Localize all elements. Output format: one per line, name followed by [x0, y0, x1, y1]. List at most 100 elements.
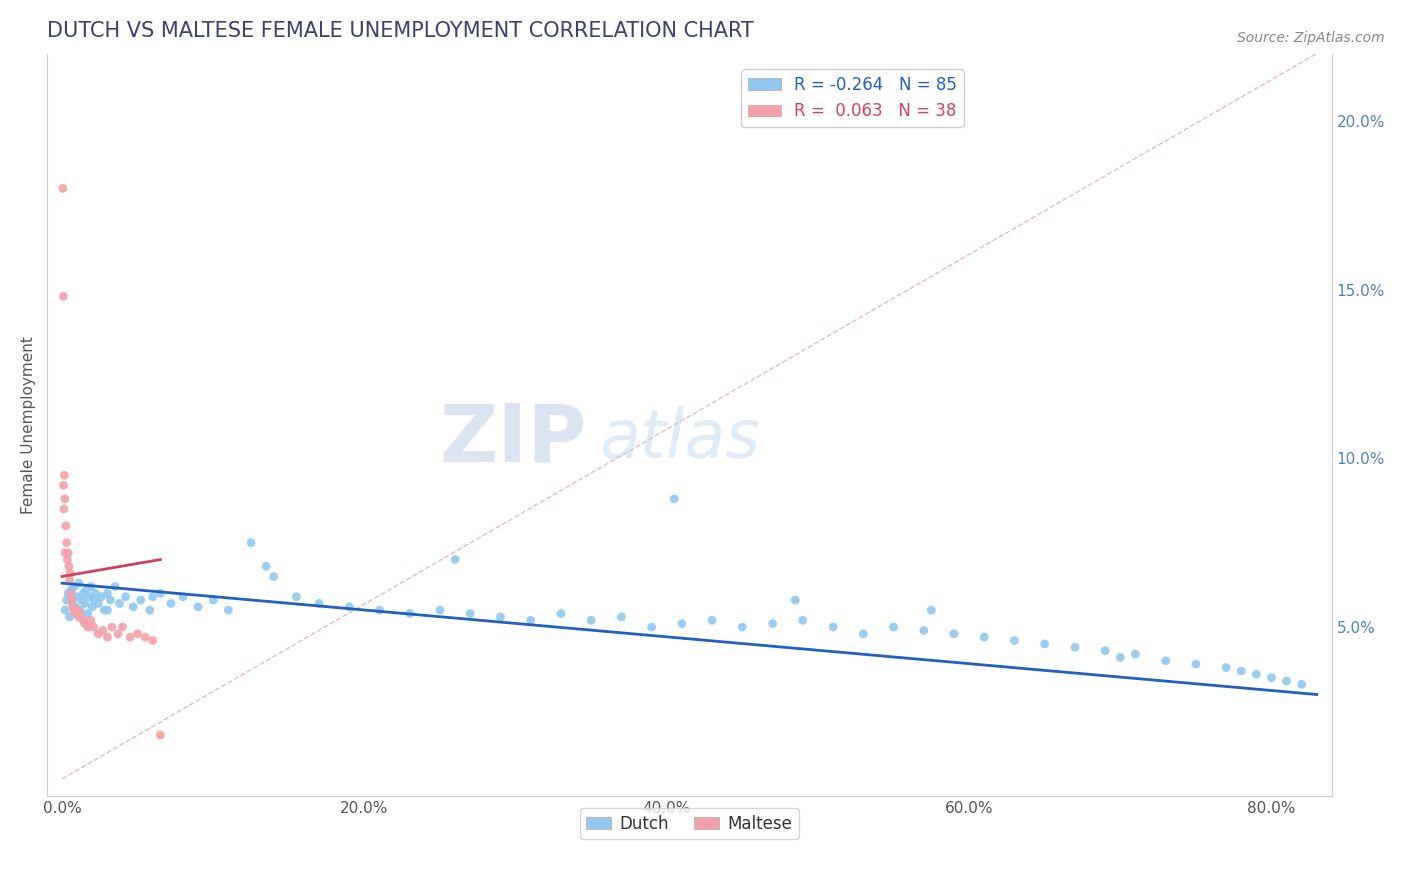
Point — [1004, 633, 1026, 648]
Point — [785, 593, 807, 607]
Point — [1230, 664, 1253, 678]
Point — [1275, 673, 1298, 688]
Point — [108, 596, 131, 610]
Point — [53, 491, 76, 506]
Point — [114, 590, 136, 604]
Point — [142, 590, 165, 604]
Point — [62, 596, 84, 610]
Point — [55, 593, 77, 607]
Point — [263, 569, 285, 583]
Point — [96, 586, 118, 600]
Point — [254, 559, 277, 574]
Point — [308, 596, 330, 610]
Point — [671, 616, 693, 631]
Point — [792, 613, 814, 627]
Point — [69, 603, 91, 617]
Point — [731, 620, 754, 634]
Point — [700, 613, 723, 627]
Point — [202, 593, 225, 607]
Point — [76, 607, 98, 621]
Point — [75, 582, 97, 597]
Point — [77, 590, 100, 604]
Point — [56, 546, 79, 560]
Point — [56, 552, 79, 566]
Point — [187, 599, 209, 614]
Point — [429, 603, 451, 617]
Point — [101, 620, 124, 634]
Point — [60, 586, 83, 600]
Point — [217, 603, 239, 617]
Point — [72, 613, 94, 627]
Point — [120, 630, 142, 644]
Point — [1094, 643, 1116, 657]
Point — [1260, 671, 1282, 685]
Point — [912, 624, 935, 638]
Point — [149, 728, 172, 742]
Text: atlas: atlas — [599, 407, 761, 473]
Point — [489, 610, 512, 624]
Point — [111, 620, 134, 634]
Point — [134, 630, 156, 644]
Point — [337, 599, 360, 614]
Point — [83, 620, 105, 634]
Point — [66, 603, 89, 617]
Point — [60, 593, 83, 607]
Point — [53, 546, 76, 560]
Point — [67, 610, 90, 624]
Point — [65, 599, 87, 614]
Point — [107, 627, 129, 641]
Point — [579, 613, 602, 627]
Point — [149, 586, 172, 600]
Point — [883, 620, 905, 634]
Point — [444, 552, 467, 566]
Point — [66, 590, 89, 604]
Point — [59, 566, 82, 580]
Point — [1246, 667, 1268, 681]
Point — [852, 627, 875, 641]
Point — [76, 620, 98, 634]
Text: DUTCH VS MALTESE FEMALE UNEMPLOYMENT CORRELATION CHART: DUTCH VS MALTESE FEMALE UNEMPLOYMENT COR… — [46, 21, 754, 41]
Point — [87, 627, 110, 641]
Point — [62, 599, 84, 614]
Point — [52, 502, 75, 516]
Point — [59, 610, 82, 624]
Point — [55, 519, 77, 533]
Point — [920, 603, 942, 617]
Point — [90, 590, 112, 604]
Point — [87, 596, 110, 610]
Point — [96, 630, 118, 644]
Point — [761, 616, 783, 631]
Point — [458, 607, 481, 621]
Point — [100, 593, 122, 607]
Point — [52, 478, 75, 492]
Point — [285, 590, 308, 604]
Point — [91, 624, 114, 638]
Point — [69, 607, 91, 621]
Point — [83, 593, 105, 607]
Point — [65, 607, 87, 621]
Point — [368, 603, 391, 617]
Point — [53, 468, 76, 483]
Point — [240, 535, 263, 549]
Point — [104, 580, 127, 594]
Point — [73, 596, 96, 610]
Point — [53, 603, 76, 617]
Point — [63, 603, 86, 617]
Point — [59, 573, 82, 587]
Point — [1109, 650, 1132, 665]
Y-axis label: Female Unemployment: Female Unemployment — [21, 335, 35, 514]
Point — [127, 627, 149, 641]
Point — [160, 596, 183, 610]
Point — [56, 586, 79, 600]
Point — [664, 491, 686, 506]
Point — [63, 580, 86, 594]
Point — [70, 593, 93, 607]
Point — [1125, 647, 1147, 661]
Text: Source: ZipAtlas.com: Source: ZipAtlas.com — [1237, 31, 1385, 45]
Point — [80, 613, 103, 627]
Point — [139, 603, 162, 617]
Point — [93, 603, 115, 617]
Point — [610, 610, 633, 624]
Point — [60, 582, 83, 597]
Point — [1185, 657, 1208, 672]
